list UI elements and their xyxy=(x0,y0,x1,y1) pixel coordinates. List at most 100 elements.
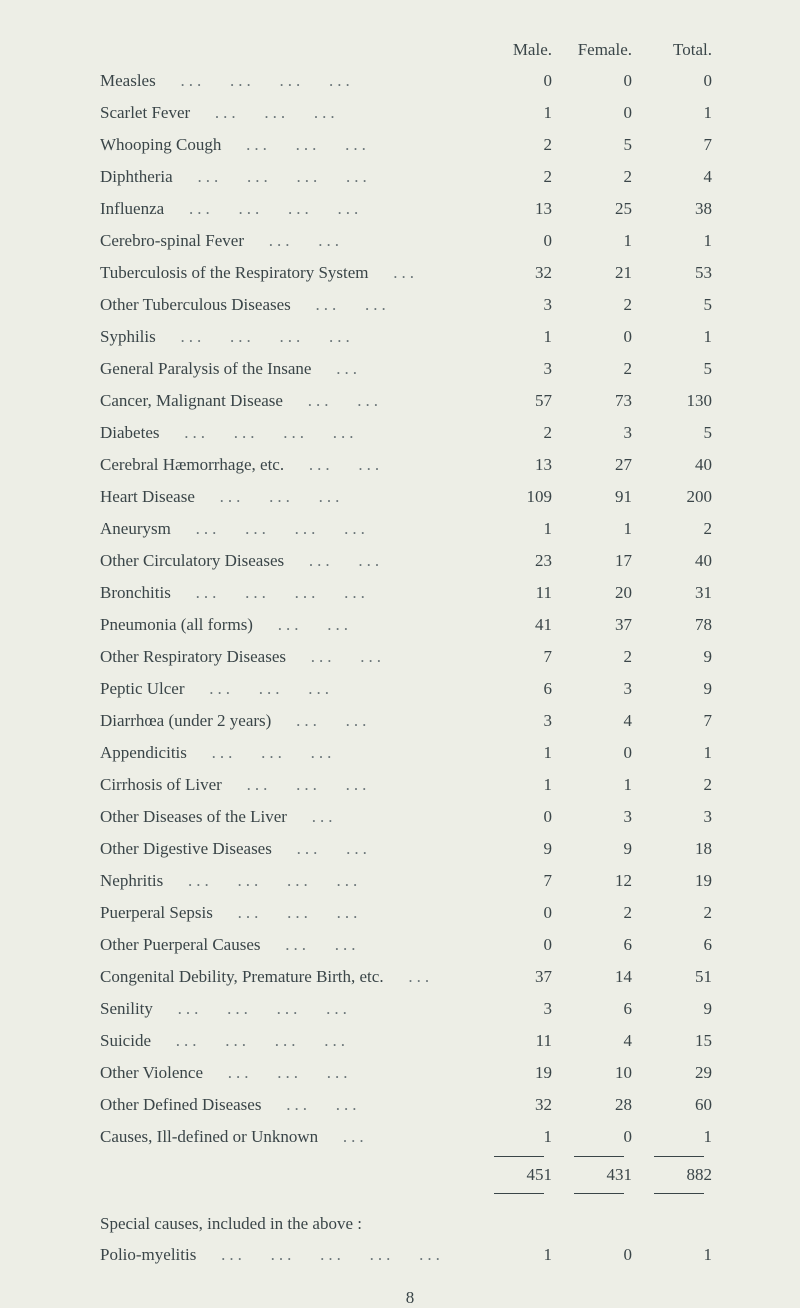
disease-name: Nephritis ... ... ... ... xyxy=(100,868,480,894)
special-female: 0 xyxy=(560,1242,640,1268)
cell-total: 0 xyxy=(640,68,720,94)
cell-total: 4 xyxy=(640,164,720,190)
ellipsis: ... ... ... ... ... xyxy=(196,1245,444,1264)
totals-row: 451 431 882 xyxy=(100,1165,720,1185)
cell-female: 17 xyxy=(560,548,640,574)
cell-total: 1 xyxy=(640,228,720,254)
disease-name: Appendicitis ... ... ... xyxy=(100,740,480,766)
cell-male: 37 xyxy=(480,964,560,990)
table-row: Influenza ... ... ... ...132538 xyxy=(100,196,720,222)
disease-name: Other Violence ... ... ... xyxy=(100,1060,480,1086)
cell-female: 0 xyxy=(560,740,640,766)
disease-name: Congenital Debility, Premature Birth, et… xyxy=(100,964,480,990)
disease-name: Causes, Ill-defined or Unknown ... xyxy=(100,1124,480,1150)
cell-total: 53 xyxy=(640,260,720,286)
table-row: Tuberculosis of the Respiratory System .… xyxy=(100,260,720,286)
ellipsis: ... ... ... ... xyxy=(171,519,369,538)
ellipsis: ... ... ... xyxy=(213,903,362,922)
cell-total: 31 xyxy=(640,580,720,606)
cell-male: 11 xyxy=(480,580,560,606)
cell-male: 23 xyxy=(480,548,560,574)
cell-female: 3 xyxy=(560,804,640,830)
cell-total: 1 xyxy=(640,740,720,766)
table-row: Syphilis ... ... ... ...101 xyxy=(100,324,720,350)
ellipsis: ... xyxy=(318,1127,368,1146)
disease-name: Other Tuberculous Diseases ... ... xyxy=(100,292,480,318)
disease-name: Cancer, Malignant Disease ... ... xyxy=(100,388,480,414)
cell-male: 7 xyxy=(480,868,560,894)
table-row: Appendicitis ... ... ...101 xyxy=(100,740,720,766)
special-row: Polio-myelitis ... ... ... ... ... 1 0 1 xyxy=(100,1242,720,1268)
cell-male: 57 xyxy=(480,388,560,414)
ellipsis: ... ... ... ... xyxy=(164,199,362,218)
cell-female: 37 xyxy=(560,612,640,638)
cell-male: 32 xyxy=(480,1092,560,1118)
header-total: Total. xyxy=(640,40,720,60)
disease-name: Other Defined Diseases ... ... xyxy=(100,1092,480,1118)
cell-male: 3 xyxy=(480,708,560,734)
disease-name: Aneurysm ... ... ... ... xyxy=(100,516,480,542)
ellipsis: ... xyxy=(287,807,337,826)
disease-name: Other Digestive Diseases ... ... xyxy=(100,836,480,862)
cell-male: 3 xyxy=(480,356,560,382)
table-row: Other Tuberculous Diseases ... ...325 xyxy=(100,292,720,318)
cell-male: 1 xyxy=(480,516,560,542)
disease-name: Heart Disease ... ... ... xyxy=(100,484,480,510)
cell-total: 19 xyxy=(640,868,720,894)
table-row: Cerebral Hæmorrhage, etc. ... ...132740 xyxy=(100,452,720,478)
cell-total: 3 xyxy=(640,804,720,830)
ellipsis: ... ... xyxy=(253,615,352,634)
ellipsis: ... xyxy=(311,359,361,378)
cell-female: 20 xyxy=(560,580,640,606)
cell-male: 1 xyxy=(480,100,560,126)
cell-total: 7 xyxy=(640,132,720,158)
cell-female: 10 xyxy=(560,1060,640,1086)
ellipsis: ... ... xyxy=(244,231,343,250)
rules-row-top xyxy=(100,1156,720,1157)
disease-name: Bronchitis ... ... ... ... xyxy=(100,580,480,606)
special-male: 1 xyxy=(480,1242,560,1268)
disease-name: Cirrhosis of Liver ... ... ... xyxy=(100,772,480,798)
cell-female: 73 xyxy=(560,388,640,414)
cell-female: 2 xyxy=(560,900,640,926)
cell-total: 9 xyxy=(640,676,720,702)
cell-female: 28 xyxy=(560,1092,640,1118)
rules-row-bottom xyxy=(100,1193,720,1194)
cell-male: 0 xyxy=(480,68,560,94)
disease-name: Diphtheria ... ... ... ... xyxy=(100,164,480,190)
ellipsis: ... ... ... xyxy=(221,135,370,154)
ellipsis: ... ... xyxy=(283,391,382,410)
cell-female: 0 xyxy=(560,100,640,126)
table-row: Aneurysm ... ... ... ...112 xyxy=(100,516,720,542)
table-row: Diabetes ... ... ... ...235 xyxy=(100,420,720,446)
table-row: Other Puerperal Causes ... ...066 xyxy=(100,932,720,958)
cell-female: 3 xyxy=(560,420,640,446)
cell-total: 9 xyxy=(640,996,720,1022)
cell-female: 0 xyxy=(560,1124,640,1150)
table-row: Diphtheria ... ... ... ...224 xyxy=(100,164,720,190)
table-row: Cancer, Malignant Disease ... ...5773130 xyxy=(100,388,720,414)
ellipsis: ... ... ... ... xyxy=(171,583,369,602)
cell-total: 9 xyxy=(640,644,720,670)
cell-total: 2 xyxy=(640,772,720,798)
ellipsis: ... ... ... ... xyxy=(173,167,371,186)
cell-male: 1 xyxy=(480,772,560,798)
cell-female: 25 xyxy=(560,196,640,222)
cell-total: 5 xyxy=(640,356,720,382)
table-row: Heart Disease ... ... ...10991200 xyxy=(100,484,720,510)
ellipsis: ... ... ... xyxy=(203,1063,352,1082)
table-row: Causes, Ill-defined or Unknown ...101 xyxy=(100,1124,720,1150)
cell-male: 9 xyxy=(480,836,560,862)
table-row: Cerebro-spinal Fever ... ...011 xyxy=(100,228,720,254)
cell-total: 40 xyxy=(640,452,720,478)
ellipsis: ... ... ... ... xyxy=(153,999,351,1018)
special-heading: Special causes, included in the above : xyxy=(100,1214,720,1234)
table-row: Other Circulatory Diseases ... ...231740 xyxy=(100,548,720,574)
ellipsis: ... ... ... xyxy=(222,775,371,794)
cell-female: 1 xyxy=(560,516,640,542)
cell-male: 0 xyxy=(480,804,560,830)
disease-name: Senility ... ... ... ... xyxy=(100,996,480,1022)
disease-name: Tuberculosis of the Respiratory System .… xyxy=(100,260,480,286)
table-row: Peptic Ulcer ... ... ...639 xyxy=(100,676,720,702)
cell-female: 12 xyxy=(560,868,640,894)
